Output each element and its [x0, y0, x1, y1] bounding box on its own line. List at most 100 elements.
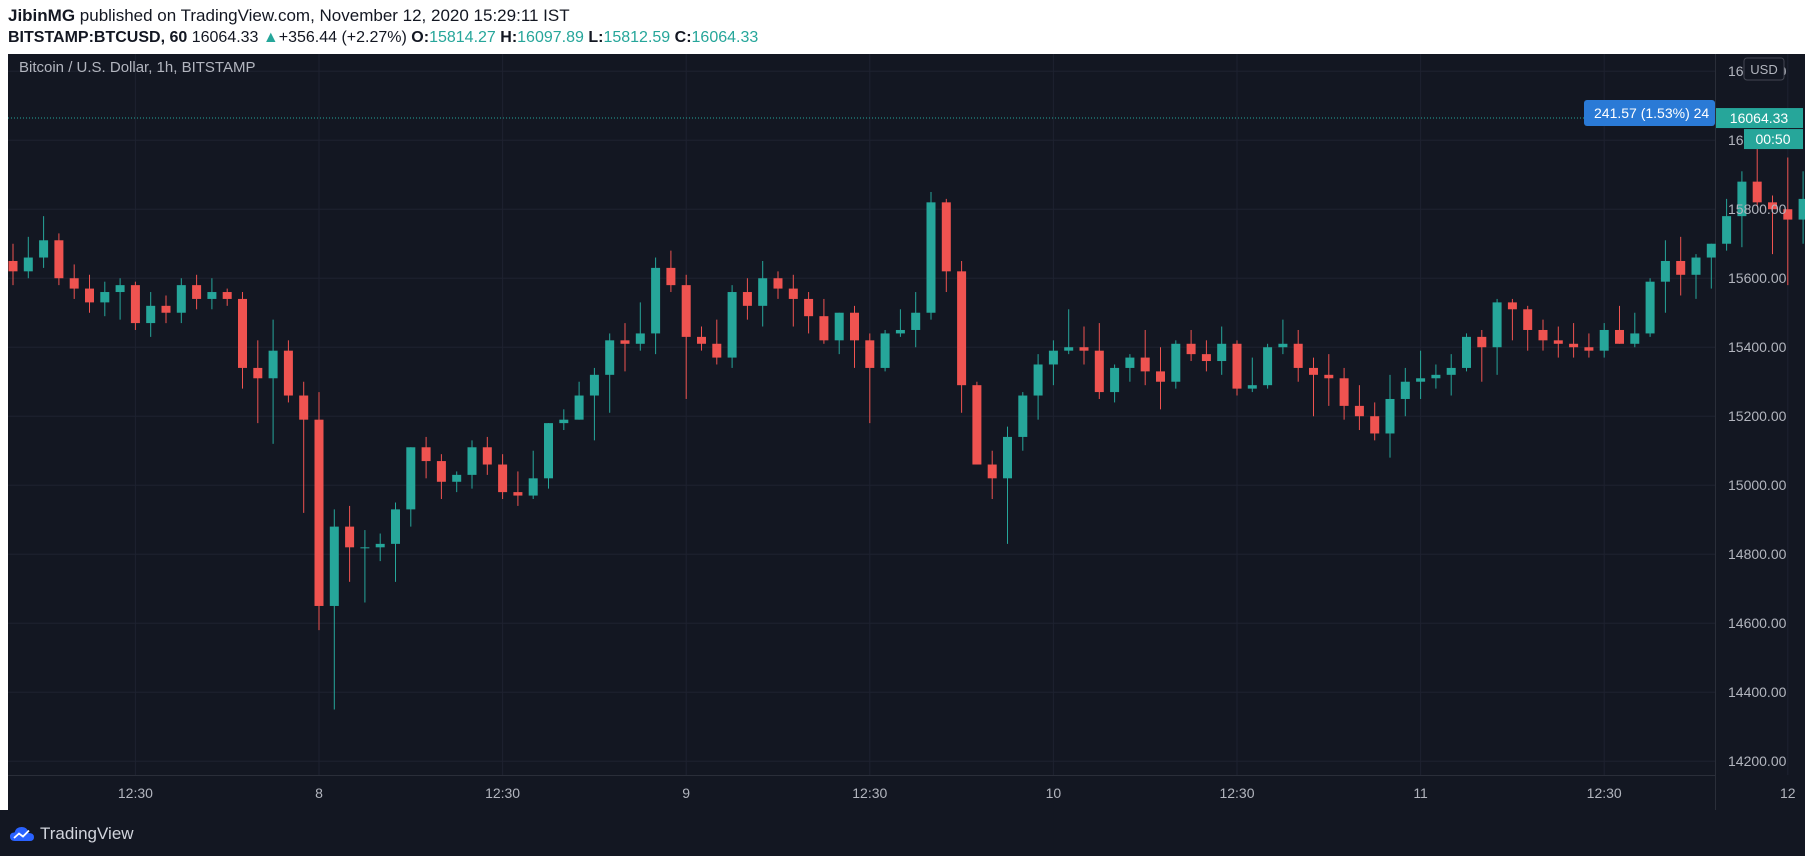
candle-body: [987, 464, 997, 479]
tradingview-brand: TradingView: [40, 824, 134, 843]
candle-body: [1247, 385, 1257, 389]
candle-body: [467, 447, 477, 475]
candle-body: [1217, 343, 1227, 362]
candle-body: [620, 340, 630, 344]
high-label: H:: [500, 29, 518, 46]
candle-body: [268, 350, 278, 379]
candle-body: [222, 292, 232, 299]
candle-body: [1110, 367, 1120, 393]
candle-body: [1309, 367, 1318, 375]
measure-label: 241.57 (1.53%) 24: [1594, 105, 1709, 121]
candle-body: [8, 260, 18, 272]
chart-title: Bitcoin / U.S. Dollar, 1h, BITSTAMP: [19, 59, 255, 76]
candle-body: [651, 267, 661, 334]
price-tick-label: 15600.00: [1728, 270, 1787, 286]
candle-body: [299, 395, 309, 420]
candle-body: [1324, 374, 1334, 379]
candle-body: [1125, 357, 1135, 368]
close-label: C:: [674, 29, 692, 46]
candle-body: [1584, 347, 1594, 351]
candle-body: [941, 202, 951, 272]
candle-body: [1048, 350, 1058, 365]
published-text: published on TradingView.com, November 1…: [75, 6, 570, 25]
price-tick-label: 15400.00: [1728, 339, 1787, 355]
candle-body: [283, 350, 293, 396]
candle-body: [69, 278, 79, 289]
candle-body: [1798, 198, 1805, 220]
candle-body: [130, 285, 140, 324]
price-change: +356.44 (+2.27%): [278, 29, 407, 46]
candle-body: [1752, 181, 1762, 203]
time-tick-label: 11: [1413, 785, 1428, 801]
candle-body: [1431, 374, 1441, 379]
candle-body: [1492, 302, 1502, 348]
candle-body: [895, 329, 905, 334]
candle-body: [850, 312, 859, 341]
candle-body: [1507, 302, 1517, 310]
candle-body: [238, 298, 247, 368]
candle-body: [406, 447, 416, 510]
time-tick-label: 12: [1780, 785, 1796, 801]
up-triangle-icon: ▲: [262, 29, 279, 46]
candlestick-chart[interactable]: 14200.00 14400.00 14600.00 14800.00 15000.00…: [8, 54, 1805, 810]
tradingview-logo[interactable]: TradingView: [10, 824, 134, 844]
candle-body: [1201, 354, 1211, 362]
candle-body: [1737, 181, 1747, 217]
candle-body: [1354, 405, 1364, 417]
candle-body: [635, 333, 645, 344]
time-tick-label: 12:30: [118, 785, 153, 801]
candle-body: [1003, 436, 1012, 479]
author-name[interactable]: JibinMG: [8, 6, 76, 25]
candle-body: [574, 395, 584, 420]
candle-body: [666, 267, 676, 286]
candle-body: [528, 478, 538, 496]
candle-body: [314, 419, 324, 606]
candle-body: [1278, 343, 1288, 348]
price-tick-label: 14200.00: [1728, 753, 1787, 769]
candle-body: [727, 292, 737, 358]
tradingview-cloud-icon: [10, 827, 34, 841]
candle-body: [926, 202, 936, 313]
candle-body: [1676, 260, 1686, 275]
candle-body: [911, 312, 921, 330]
candle-body: [1645, 281, 1655, 334]
price-tick-label: 15800.00: [1728, 201, 1787, 217]
price-tick-label: 14800.00: [1728, 546, 1787, 562]
candle-body: [421, 447, 431, 462]
candle-body: [54, 240, 64, 279]
candle-body: [452, 474, 462, 482]
candle-body: [865, 340, 875, 368]
candle-body: [788, 288, 798, 299]
candle-body: [1232, 343, 1242, 389]
candle-body: [1156, 371, 1165, 382]
candle-body: [1553, 340, 1563, 344]
open-value: 15814.27: [429, 29, 496, 46]
candle-body: [161, 305, 171, 313]
candle-body: [1722, 216, 1732, 244]
footer: TradingView: [0, 810, 1805, 856]
candle-body: [1263, 347, 1273, 386]
candle-body: [1569, 343, 1579, 348]
candle-body: [1768, 202, 1777, 210]
candle-body: [1446, 367, 1456, 375]
time-tick-label: 12:30: [852, 785, 887, 801]
candle-body: [207, 292, 217, 299]
ohlc-line: BITSTAMP:BTCUSD, 60 16064.33 ▲+356.44 (+…: [8, 29, 758, 47]
candle-body: [436, 461, 446, 482]
candle-body: [146, 305, 156, 324]
candle-body: [589, 374, 599, 396]
candle-body: [176, 285, 186, 313]
candle-body: [957, 271, 967, 386]
candle-body: [773, 278, 783, 289]
candle-body: [1538, 329, 1548, 341]
candle-body: [972, 385, 982, 465]
last-price-badge: [1716, 108, 1803, 129]
time-tick-label: 12:30: [1219, 785, 1254, 801]
chart-panel[interactable]: 14200.00 14400.00 14600.00 14800.00 15000.00…: [8, 54, 1805, 810]
candle-body: [819, 316, 829, 341]
last-price-label: 16064.33: [1730, 110, 1789, 126]
time-tick-label: 12:30: [485, 785, 520, 801]
candle-body: [804, 298, 814, 317]
candle-body: [1416, 378, 1426, 382]
currency-badge: [1743, 57, 1785, 81]
